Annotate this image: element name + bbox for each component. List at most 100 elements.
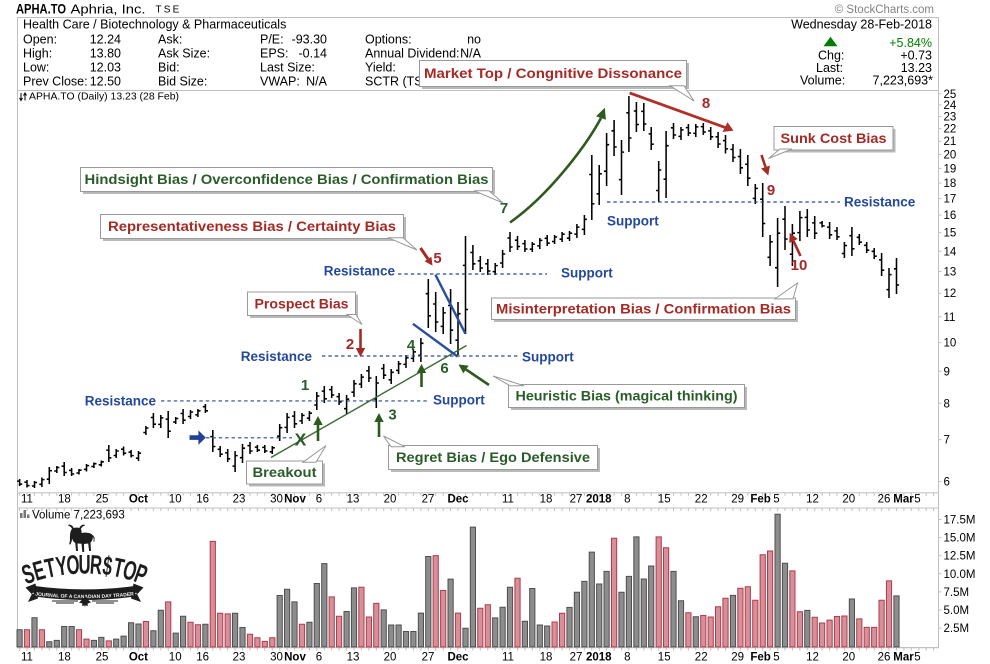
svg-text:N/A: N/A <box>460 47 482 61</box>
svg-text:13.23: 13.23 <box>901 61 932 75</box>
svg-text:21: 21 <box>944 136 957 148</box>
svg-text:15: 15 <box>658 494 671 506</box>
svg-text:23: 23 <box>944 111 957 123</box>
svg-text:Oct: Oct <box>129 652 148 664</box>
svg-text:Prev Close:: Prev Close: <box>23 75 88 89</box>
svg-text:Market Top / Congnitive Disson: Market Top / Congnitive Dissonance <box>424 66 683 81</box>
svg-text:5: 5 <box>773 652 779 664</box>
svg-text:16: 16 <box>196 494 209 506</box>
svg-text:© StockCharts.com: © StockCharts.com <box>835 4 934 16</box>
svg-text:Dec: Dec <box>447 494 469 506</box>
svg-text:$: $ <box>101 551 115 582</box>
svg-text:12: 12 <box>806 494 819 506</box>
svg-text:11: 11 <box>21 652 33 664</box>
svg-text:• JOURNAL OF A CANADIAN DAY TR: • JOURNAL OF A CANADIAN DAY TRADER • <box>32 591 138 600</box>
svg-text:16: 16 <box>944 210 957 222</box>
svg-text:X: X <box>295 430 307 450</box>
svg-text:22: 22 <box>944 124 957 136</box>
svg-text:7.5M: 7.5M <box>944 587 970 599</box>
svg-text:12: 12 <box>806 652 819 664</box>
svg-text:Last Size:: Last Size: <box>260 61 315 75</box>
svg-text:29: 29 <box>731 494 744 506</box>
svg-text:EPS:: EPS: <box>260 47 289 61</box>
svg-text:8: 8 <box>624 652 630 664</box>
svg-text:12.24: 12.24 <box>90 33 121 47</box>
svg-text:23: 23 <box>233 652 246 664</box>
svg-text:7: 7 <box>944 435 950 447</box>
svg-text:Mar: Mar <box>893 494 914 506</box>
svg-text:Nov: Nov <box>284 494 306 506</box>
svg-text:13.80: 13.80 <box>90 47 121 61</box>
svg-text:Sunk Cost Bias: Sunk Cost Bias <box>781 130 887 146</box>
svg-text:27: 27 <box>422 494 435 506</box>
svg-text:20: 20 <box>842 652 855 664</box>
svg-text:-93.30: -93.30 <box>292 33 327 47</box>
svg-text:26: 26 <box>878 494 891 506</box>
svg-text:22: 22 <box>695 652 708 664</box>
svg-text:20: 20 <box>384 494 397 506</box>
svg-text:Bid:: Bid: <box>158 61 180 75</box>
svg-text:U: U <box>78 549 90 579</box>
svg-text:19: 19 <box>944 163 957 175</box>
svg-text:20: 20 <box>384 652 397 664</box>
svg-text:11: 11 <box>944 312 956 324</box>
svg-text:24: 24 <box>944 100 957 112</box>
svg-text:20: 20 <box>842 494 855 506</box>
svg-text:Options:: Options: <box>365 33 412 47</box>
svg-text:Resistance: Resistance <box>241 349 313 364</box>
svg-text:18: 18 <box>58 494 71 506</box>
svg-text:11: 11 <box>502 494 514 506</box>
svg-text:Aphria, Inc.: Aphria, Inc. <box>71 2 146 17</box>
svg-text:Volume:: Volume: <box>800 74 845 88</box>
svg-text:2.5M: 2.5M <box>944 623 970 635</box>
svg-text:Y: Y <box>54 550 69 581</box>
svg-text:VWAP:: VWAP: <box>260 75 300 89</box>
svg-text:30: 30 <box>270 494 283 506</box>
svg-text:8: 8 <box>624 494 630 506</box>
svg-text:8: 8 <box>702 95 710 112</box>
svg-text:Mar: Mar <box>893 652 914 664</box>
svg-text:11: 11 <box>502 652 514 664</box>
svg-text:Wednesday 28-Feb-2018: Wednesday 28-Feb-2018 <box>791 18 932 32</box>
svg-text:TSE: TSE <box>156 5 182 16</box>
svg-text:5: 5 <box>914 652 920 664</box>
svg-text:R: R <box>89 550 103 581</box>
svg-text:Heuristic Bias (magical thinki: Heuristic Bias (magical thinking) <box>516 389 738 404</box>
svg-text:Support: Support <box>561 266 613 281</box>
svg-text:17: 17 <box>944 194 957 206</box>
svg-text:5: 5 <box>433 250 441 267</box>
svg-text:Feb: Feb <box>750 652 770 664</box>
svg-text:O: O <box>65 549 80 580</box>
svg-text:15.0M: 15.0M <box>944 533 976 545</box>
svg-text:14: 14 <box>944 246 957 258</box>
svg-text:15: 15 <box>658 652 671 664</box>
svg-text:10: 10 <box>169 494 182 506</box>
svg-text:Breakout: Breakout <box>253 464 317 480</box>
svg-text:+5.84%: +5.84% <box>889 36 932 50</box>
svg-text:N/A: N/A <box>306 75 328 89</box>
svg-text:18: 18 <box>540 652 553 664</box>
svg-text:Ask:: Ask: <box>158 33 182 47</box>
svg-text:15: 15 <box>944 228 957 240</box>
svg-text:5.0M: 5.0M <box>944 605 970 617</box>
svg-text:Misinterpretation Bias / Confi: Misinterpretation Bias / Confirmation Bi… <box>496 301 791 316</box>
svg-text:10.0M: 10.0M <box>944 569 976 581</box>
svg-text:11: 11 <box>21 494 33 506</box>
svg-text:Oct: Oct <box>129 494 148 506</box>
svg-text:-0.14: -0.14 <box>299 47 328 61</box>
svg-text:18: 18 <box>944 178 957 190</box>
svg-text:Health Care / Biotechnology &: Health Care / Biotechnology & Pharmaceut… <box>23 18 286 32</box>
svg-text:27: 27 <box>422 652 435 664</box>
svg-text:7: 7 <box>500 200 508 217</box>
svg-text:10: 10 <box>791 257 808 274</box>
svg-text:16: 16 <box>196 652 209 664</box>
svg-text:23: 23 <box>233 494 246 506</box>
svg-text:Volume 7,223,693: Volume 7,223,693 <box>32 510 125 522</box>
svg-text:13: 13 <box>944 266 957 278</box>
svg-text:+0.73: +0.73 <box>900 49 932 63</box>
svg-text:APHA.TO: APHA.TO <box>16 2 66 17</box>
svg-text:Resistance: Resistance <box>85 394 157 409</box>
svg-text:30: 30 <box>270 652 283 664</box>
svg-text:Resistance: Resistance <box>844 195 916 210</box>
svg-text:Annual Dividend:: Annual Dividend: <box>365 47 460 61</box>
